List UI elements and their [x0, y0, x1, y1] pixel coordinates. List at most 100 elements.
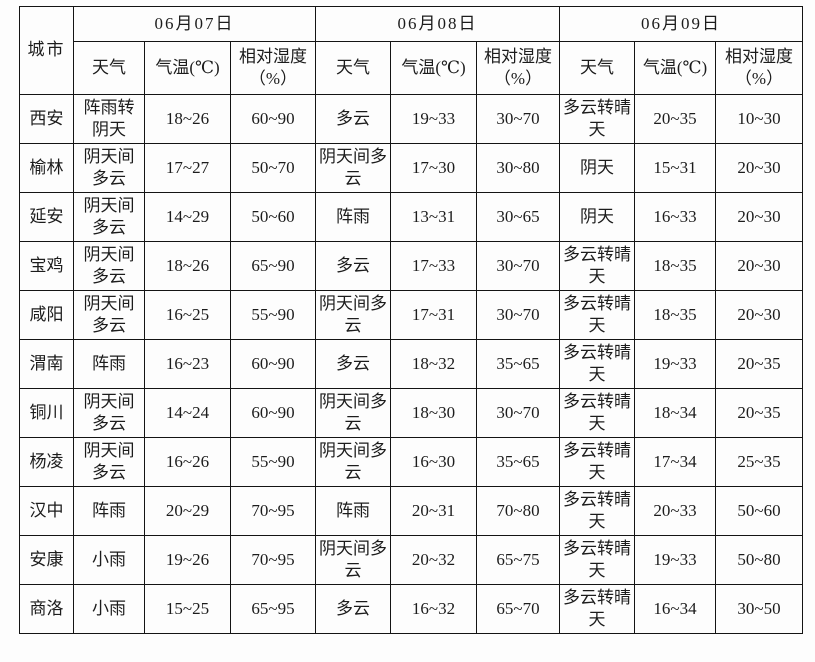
weather-cell: 阵雨	[73, 486, 145, 536]
humidity-cell: 30~70	[476, 241, 560, 291]
date-header-day1: 06月07日	[73, 6, 316, 42]
humidity-header: 相对湿度 （%）	[715, 41, 803, 95]
weather-cell: 多云转晴天	[559, 486, 635, 536]
humidity-header-line1: 相对湿度	[239, 46, 307, 66]
humidity-header-line2: （%）	[734, 69, 784, 88]
temp-cell: 18~35	[634, 241, 716, 291]
humidity-cell: 30~70	[476, 388, 560, 438]
temp-cell: 18~26	[144, 94, 231, 144]
city-cell: 西安	[19, 94, 74, 144]
table-row: 宝鸡 阴天间多云 18~26 65~90 多云 17~33 30~70 多云转晴…	[19, 241, 803, 291]
table-row: 渭南 阵雨 16~23 60~90 多云 18~32 35~65 多云转晴天 1…	[19, 339, 803, 389]
temp-cell: 18~32	[390, 339, 477, 389]
humidity-header: 相对湿度 （%）	[230, 41, 316, 95]
humidity-cell: 20~30	[715, 143, 803, 193]
date-header-row: 城市 06月07日 06月08日 06月09日	[19, 6, 803, 95]
table-row: 榆林 阴天间多云 17~27 50~70 阴天间多云 17~30 30~80 阴…	[19, 143, 803, 193]
temp-cell: 20~29	[144, 486, 231, 536]
weather-cell: 阴天间多云	[315, 437, 391, 487]
humidity-cell: 70~80	[476, 486, 560, 536]
humidity-cell: 35~65	[476, 437, 560, 487]
temp-cell: 19~26	[144, 535, 231, 585]
humidity-header-line1: 相对湿度	[725, 46, 793, 66]
weather-cell: 阴天	[559, 192, 635, 242]
weather-cell: 多云转晴天	[559, 339, 635, 389]
date-header-day2: 06月08日	[315, 6, 560, 42]
humidity-cell: 20~35	[715, 339, 803, 389]
weather-header: 天气	[73, 41, 145, 95]
table-row: 商洛 小雨 15~25 65~95 多云 16~32 65~70 多云转晴天 1…	[19, 584, 803, 634]
weather-cell: 阴天间多云	[73, 290, 145, 340]
temp-cell: 14~29	[144, 192, 231, 242]
weather-forecast-table: 城市 06月07日 06月08日 06月09日 天气 气温(℃) 相对湿度 （%）…	[19, 6, 803, 634]
weather-cell: 阵雨	[315, 192, 391, 242]
temp-cell: 17~27	[144, 143, 231, 193]
weather-cell: 阵雨转阴天	[73, 94, 145, 144]
temp-cell: 18~35	[634, 290, 716, 340]
humidity-header-line2: （%）	[248, 69, 298, 88]
temp-cell: 20~33	[634, 486, 716, 536]
city-cell: 咸阳	[19, 290, 74, 340]
table-row: 西安 阵雨转阴天 18~26 60~90 多云 19~33 30~70 多云转晴…	[19, 94, 803, 144]
temp-cell: 20~32	[390, 535, 477, 585]
weather-cell: 小雨	[73, 584, 145, 634]
temp-cell: 19~33	[634, 339, 716, 389]
humidity-header-line1: 相对湿度	[484, 46, 552, 66]
humidity-cell: 65~95	[230, 584, 316, 634]
humidity-cell: 30~70	[476, 290, 560, 340]
weather-cell: 阵雨	[73, 339, 145, 389]
humidity-cell: 30~50	[715, 584, 803, 634]
table-body: 西安 阵雨转阴天 18~26 60~90 多云 19~33 30~70 多云转晴…	[19, 94, 803, 634]
weather-cell: 小雨	[73, 535, 145, 585]
weather-header: 天气	[559, 41, 635, 95]
table-row: 铜川 阴天间多云 14~24 60~90 阴天间多云 18~30 30~70 多…	[19, 388, 803, 438]
humidity-cell: 70~95	[230, 486, 316, 536]
temp-cell: 16~34	[634, 584, 716, 634]
weather-cell: 多云	[315, 339, 391, 389]
weather-cell: 多云转晴天	[559, 388, 635, 438]
weather-cell: 阵雨	[315, 486, 391, 536]
humidity-cell: 65~75	[476, 535, 560, 585]
temp-header: 气温(℃)	[390, 41, 477, 95]
city-cell: 安康	[19, 535, 74, 585]
temp-cell: 16~26	[144, 437, 231, 487]
temp-cell: 20~31	[390, 486, 477, 536]
humidity-cell: 50~60	[230, 192, 316, 242]
temp-cell: 19~33	[634, 535, 716, 585]
temp-cell: 18~26	[144, 241, 231, 291]
table-row: 延安 阴天间多云 14~29 50~60 阵雨 13~31 30~65 阴天 1…	[19, 192, 803, 242]
temp-cell: 17~30	[390, 143, 477, 193]
humidity-cell: 20~35	[715, 388, 803, 438]
humidity-cell: 10~30	[715, 94, 803, 144]
city-cell: 榆林	[19, 143, 74, 193]
weather-cell: 多云转晴天	[559, 94, 635, 144]
weather-cell: 阴天间多云	[73, 192, 145, 242]
date-header-day3: 06月09日	[559, 6, 803, 42]
weather-cell: 阴天间多云	[315, 143, 391, 193]
weather-cell: 多云转晴天	[559, 241, 635, 291]
weather-cell: 多云转晴天	[559, 584, 635, 634]
city-cell: 渭南	[19, 339, 74, 389]
weather-cell: 多云	[315, 241, 391, 291]
weather-cell: 阴天间多云	[73, 388, 145, 438]
temp-cell: 16~32	[390, 584, 477, 634]
temp-cell: 13~31	[390, 192, 477, 242]
temp-cell: 17~33	[390, 241, 477, 291]
humidity-cell: 60~90	[230, 94, 316, 144]
weather-cell: 多云	[315, 94, 391, 144]
city-cell: 杨凌	[19, 437, 74, 487]
city-cell: 汉中	[19, 486, 74, 536]
city-cell: 宝鸡	[19, 241, 74, 291]
humidity-cell: 60~90	[230, 388, 316, 438]
city-cell: 铜川	[19, 388, 74, 438]
humidity-cell: 55~90	[230, 290, 316, 340]
temp-cell: 16~30	[390, 437, 477, 487]
humidity-cell: 35~65	[476, 339, 560, 389]
table-row: 杨凌 阴天间多云 16~26 55~90 阴天间多云 16~30 35~65 多…	[19, 437, 803, 487]
weather-cell: 阴天间多云	[315, 535, 391, 585]
sub-header-row: 天气 气温(℃) 相对湿度 （%） 天气 气温(℃) 相对湿度 （%） 天气 气温(…	[20, 41, 803, 95]
weather-header: 天气	[315, 41, 391, 95]
weather-cell: 阴天间多云	[73, 143, 145, 193]
weather-cell: 多云转晴天	[559, 535, 635, 585]
weather-cell: 阴天	[559, 143, 635, 193]
